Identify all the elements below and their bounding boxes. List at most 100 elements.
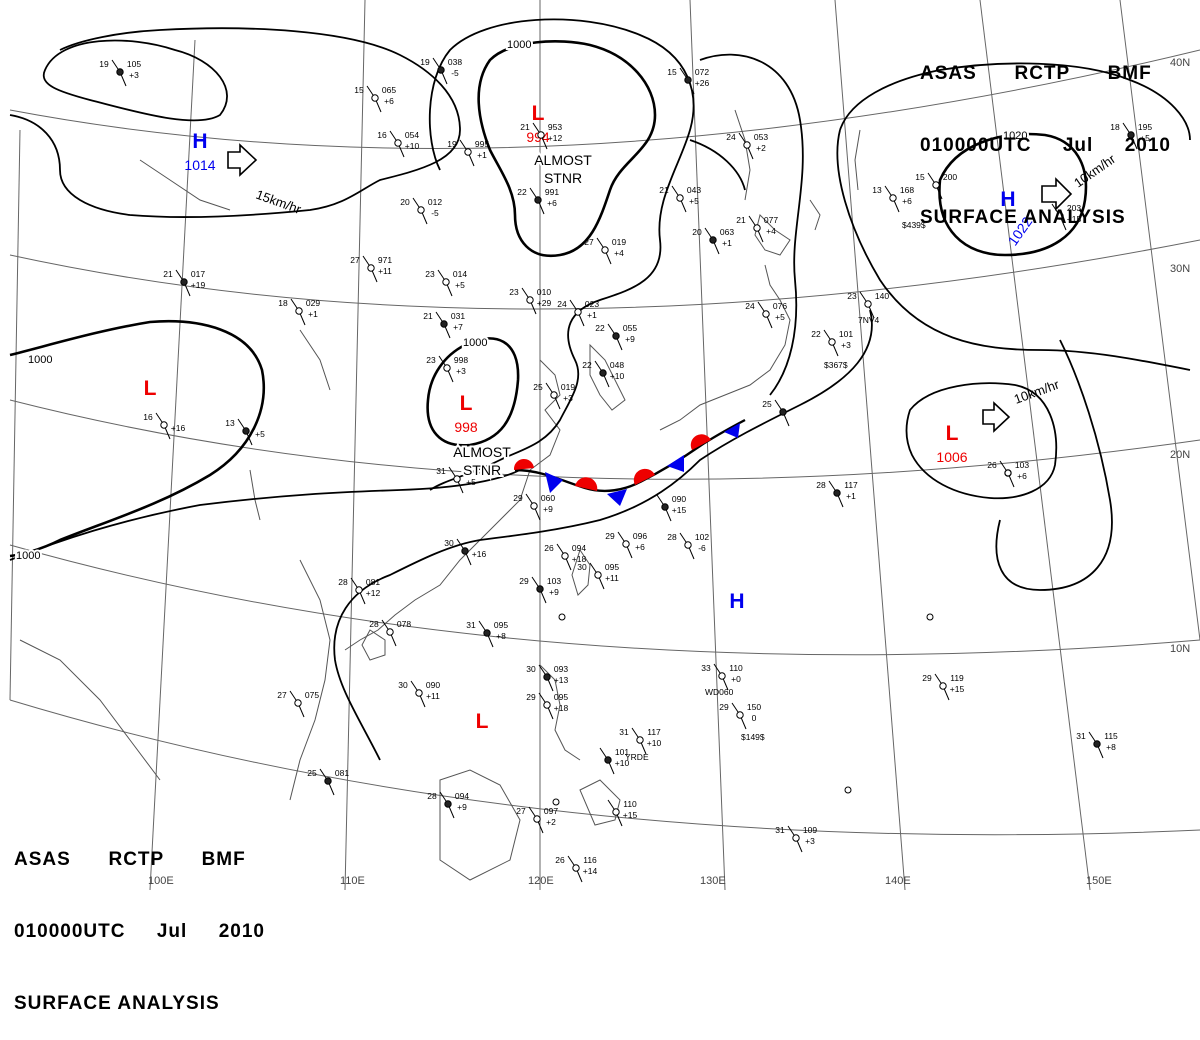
station-circle[interactable] [1093,740,1101,748]
station-circle[interactable] [612,808,620,816]
station-circle[interactable] [743,141,751,149]
station-circle[interactable] [440,320,448,328]
station-circle[interactable] [533,815,541,823]
station-circle[interactable] [483,629,491,637]
high-pressure-symbol[interactable]: H [192,130,207,153]
station-circle[interactable] [355,586,363,594]
station-circle[interactable] [828,338,836,346]
station-circle[interactable] [537,131,545,139]
station-circle[interactable] [601,246,609,254]
station-pressure: 065 [382,85,396,95]
station-circle[interactable] [543,701,551,709]
isobar-1006-low[interactable] [905,382,1058,500]
station-circle[interactable] [160,421,168,429]
station-circle[interactable] [561,552,569,560]
station-circle[interactable] [661,503,669,511]
station-temperature: 28 [338,577,348,587]
station-circle[interactable] [394,139,402,147]
high-pressure-symbol[interactable]: H [1000,188,1015,211]
station-circle[interactable] [294,699,302,707]
station-pressure: 953 [548,122,562,132]
station-circle[interactable] [1056,212,1064,220]
station-tendency: +10 [647,738,662,748]
station-circle[interactable] [736,711,744,719]
station-tendency: +6 [902,196,912,206]
surface-analysis-map: 100E 110E 120E 130E 140E 150E 40N 30N 20N 10N 1000… [9,0,1200,891]
station-circle[interactable] [622,540,630,548]
low-pressure-symbol[interactable]: L [476,710,489,733]
station-temperature: 15 [915,172,925,182]
high-pressure-symbol[interactable]: H [729,590,744,613]
station-tendency: +2 [756,143,766,153]
station-circle[interactable] [684,541,692,549]
station-circle[interactable] [779,408,787,416]
station-circle[interactable] [574,308,582,316]
station-circle[interactable] [572,864,580,872]
station-circle[interactable] [753,224,761,232]
station-circle[interactable] [324,777,332,785]
station-circle[interactable] [552,798,560,806]
station-circle[interactable] [180,278,188,286]
station-circle[interactable] [442,278,450,286]
stationary-front[interactable] [513,418,746,506]
isobar-994-low[interactable] [477,40,657,258]
station-circle[interactable] [295,307,303,315]
station-circle[interactable] [676,194,684,202]
station-circle[interactable] [594,571,602,579]
station-circle[interactable] [709,236,717,244]
station-circle[interactable] [443,364,451,372]
station-tendency: +12 [548,133,563,143]
latitude-label: 20N [1170,449,1190,461]
station-circle[interactable] [543,673,551,681]
station-circle[interactable] [386,628,394,636]
station-pressure: 995 [475,139,489,149]
isobar-998-low[interactable] [426,337,520,447]
station-tendency: +4 [766,226,776,236]
station-circle[interactable] [684,76,692,84]
low-pressure-symbol[interactable]: L [144,377,157,400]
station-circle[interactable] [453,475,461,483]
station-pressure: 097 [544,806,558,816]
low-pressure-symbol[interactable]: L [460,392,473,415]
station-circle[interactable] [889,194,897,202]
station-circle[interactable] [612,332,620,340]
station-circle[interactable] [526,296,534,304]
isobar-label: 1020 [1003,130,1027,142]
station-circle[interactable] [371,94,379,102]
station-circle[interactable] [939,682,947,690]
station-circle[interactable] [417,206,425,214]
station-circle[interactable] [550,391,558,399]
station-circle[interactable] [1004,469,1012,477]
station-circle[interactable] [444,800,452,808]
station-circle[interactable] [718,672,726,680]
station-tendency: +15 [1067,214,1082,224]
station-circle[interactable] [530,502,538,510]
low-pressure-symbol[interactable]: L [946,422,959,445]
station-circle[interactable] [536,585,544,593]
station-circle[interactable] [461,547,469,555]
station-circle[interactable] [762,310,770,318]
isobar-pacific-high-1020[interactable] [938,132,1088,257]
station-tendency: +6 [547,198,557,208]
station-circle[interactable] [844,786,852,794]
isobar-west-low[interactable] [9,320,266,558]
station-circle[interactable] [864,300,872,308]
station-circle[interactable] [437,66,445,74]
station-circle[interactable] [415,689,423,697]
station-circle[interactable] [599,369,607,377]
station-circle[interactable] [367,264,375,272]
station-circle[interactable] [558,613,566,621]
station-circle[interactable] [1127,131,1135,139]
station-circle[interactable] [534,196,542,204]
station-circle[interactable] [604,756,612,764]
station-circle[interactable] [932,181,940,189]
station-circle[interactable] [636,736,644,744]
station-circle[interactable] [792,834,800,842]
station-circle[interactable] [926,613,934,621]
station-circle[interactable] [464,148,472,156]
low-pressure-symbol[interactable]: L [532,102,545,125]
station-circle[interactable] [242,427,250,435]
station-circle[interactable] [116,68,124,76]
station-circle[interactable] [833,489,841,497]
station-tendency: +10 [405,141,420,151]
